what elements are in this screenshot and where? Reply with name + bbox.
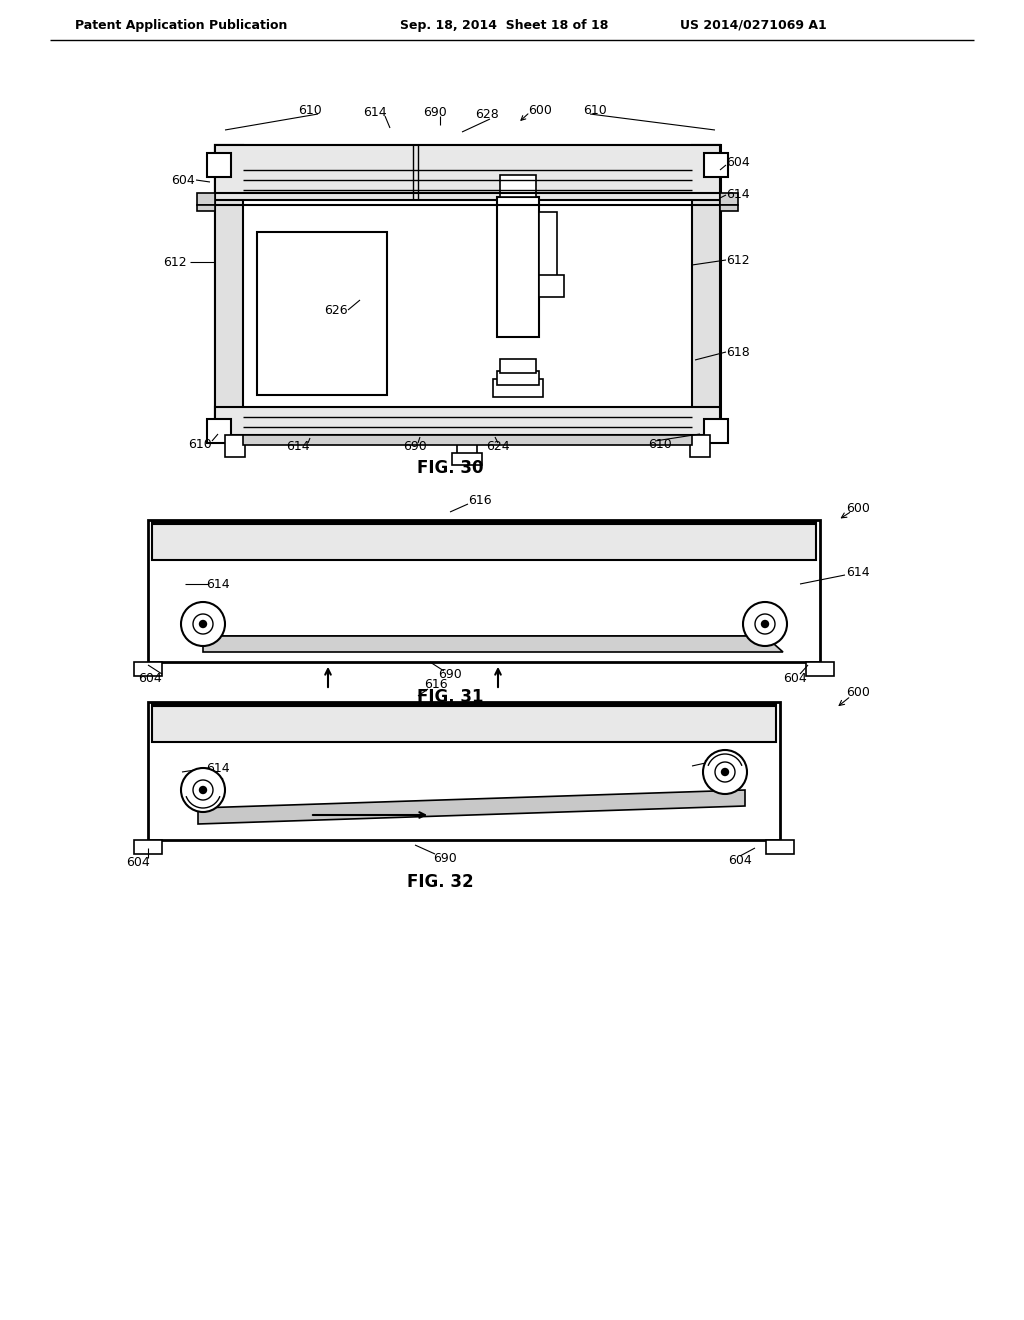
Text: 604: 604 — [171, 173, 195, 186]
Text: 614: 614 — [206, 578, 229, 590]
Bar — [215, 407, 720, 436]
Bar — [497, 197, 539, 337]
Bar — [152, 521, 816, 560]
Text: 610: 610 — [648, 438, 672, 451]
Circle shape — [755, 614, 775, 634]
Text: 604: 604 — [126, 855, 150, 869]
Polygon shape — [198, 789, 745, 824]
Text: US 2014/0271069 A1: US 2014/0271069 A1 — [680, 18, 826, 32]
Bar — [148, 702, 780, 840]
Circle shape — [703, 750, 746, 795]
Bar — [152, 704, 776, 742]
Text: 616: 616 — [468, 494, 492, 507]
Text: 626: 626 — [325, 304, 348, 317]
Bar — [225, 436, 245, 457]
Text: 600: 600 — [846, 502, 870, 515]
Circle shape — [200, 620, 207, 627]
Circle shape — [762, 620, 768, 627]
Text: 604: 604 — [138, 672, 162, 685]
Circle shape — [193, 780, 213, 800]
Bar — [500, 176, 536, 197]
Text: Sep. 18, 2014  Sheet 18 of 18: Sep. 18, 2014 Sheet 18 of 18 — [400, 18, 608, 32]
Bar — [539, 213, 557, 277]
Bar — [720, 193, 738, 205]
Circle shape — [181, 768, 225, 812]
Text: 614: 614 — [206, 762, 229, 775]
Bar — [257, 232, 387, 395]
Circle shape — [743, 602, 787, 645]
Text: 610: 610 — [188, 438, 212, 451]
Bar — [705, 153, 728, 177]
Text: FIG. 30: FIG. 30 — [417, 459, 483, 477]
Text: 610: 610 — [583, 103, 607, 116]
Bar — [457, 436, 477, 457]
Text: 614: 614 — [726, 189, 750, 202]
Text: 618: 618 — [726, 346, 750, 359]
Text: FIG. 31: FIG. 31 — [417, 688, 483, 706]
Bar — [134, 840, 162, 854]
Text: 690: 690 — [433, 851, 457, 865]
Bar — [215, 145, 243, 436]
Text: 600: 600 — [528, 103, 552, 116]
Bar — [215, 145, 720, 436]
Bar — [134, 663, 162, 676]
Text: 600: 600 — [846, 685, 870, 698]
Circle shape — [722, 768, 728, 776]
Bar — [493, 379, 543, 397]
Bar — [500, 359, 536, 374]
Text: Patent Application Publication: Patent Application Publication — [75, 18, 288, 32]
Bar — [539, 275, 564, 297]
Text: FIG. 32: FIG. 32 — [407, 873, 473, 891]
Text: 690: 690 — [438, 668, 462, 681]
Bar — [806, 663, 834, 676]
Bar — [705, 418, 728, 444]
Bar — [207, 153, 231, 177]
Circle shape — [200, 787, 207, 793]
Text: 610: 610 — [298, 103, 322, 116]
Text: 604: 604 — [728, 854, 752, 866]
Text: 690: 690 — [403, 441, 427, 454]
Bar — [197, 205, 215, 211]
Bar — [690, 436, 710, 457]
Text: 604: 604 — [783, 672, 807, 685]
Text: 628: 628 — [475, 108, 499, 121]
Bar — [766, 840, 794, 854]
Polygon shape — [203, 636, 783, 652]
Bar — [692, 145, 720, 436]
Text: 616: 616 — [424, 678, 447, 692]
Text: 614: 614 — [846, 565, 869, 578]
Text: 612: 612 — [726, 253, 750, 267]
Text: 612: 612 — [163, 256, 186, 268]
Circle shape — [181, 602, 225, 645]
Text: 614: 614 — [709, 751, 732, 764]
Bar — [243, 436, 692, 445]
Text: 614: 614 — [286, 441, 310, 454]
Bar — [207, 418, 231, 444]
Circle shape — [193, 614, 213, 634]
Bar — [215, 145, 720, 201]
Text: 604: 604 — [726, 156, 750, 169]
Text: 614: 614 — [364, 106, 387, 119]
Bar — [197, 193, 215, 205]
Text: 690: 690 — [423, 106, 446, 119]
Bar — [148, 520, 820, 663]
Text: 624: 624 — [486, 441, 510, 454]
Bar — [497, 371, 539, 385]
Bar — [452, 453, 482, 465]
Circle shape — [715, 762, 735, 781]
Bar — [720, 205, 738, 211]
